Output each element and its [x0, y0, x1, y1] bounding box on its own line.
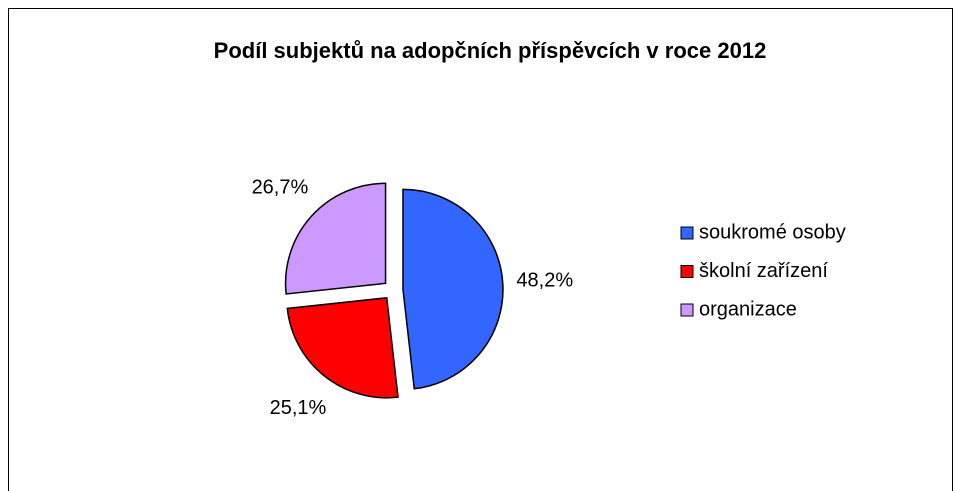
data-label: 26,7% — [252, 177, 309, 199]
pie-slice — [284, 182, 387, 295]
chart-title: Podíl subjektů na adopčních příspěvcích … — [214, 38, 767, 63]
pie-slice — [402, 188, 504, 390]
legend-swatch — [680, 303, 694, 317]
pie-slice — [286, 296, 399, 399]
data-label: 25,1% — [270, 397, 327, 419]
legend-swatch — [680, 265, 694, 278]
legend-label: soukromé osoby — [699, 221, 846, 243]
legend-label: školní zařízení — [699, 260, 828, 282]
legend-label: organizace — [699, 298, 797, 320]
data-label: 48,2% — [516, 270, 573, 292]
legend-swatch — [680, 226, 694, 240]
